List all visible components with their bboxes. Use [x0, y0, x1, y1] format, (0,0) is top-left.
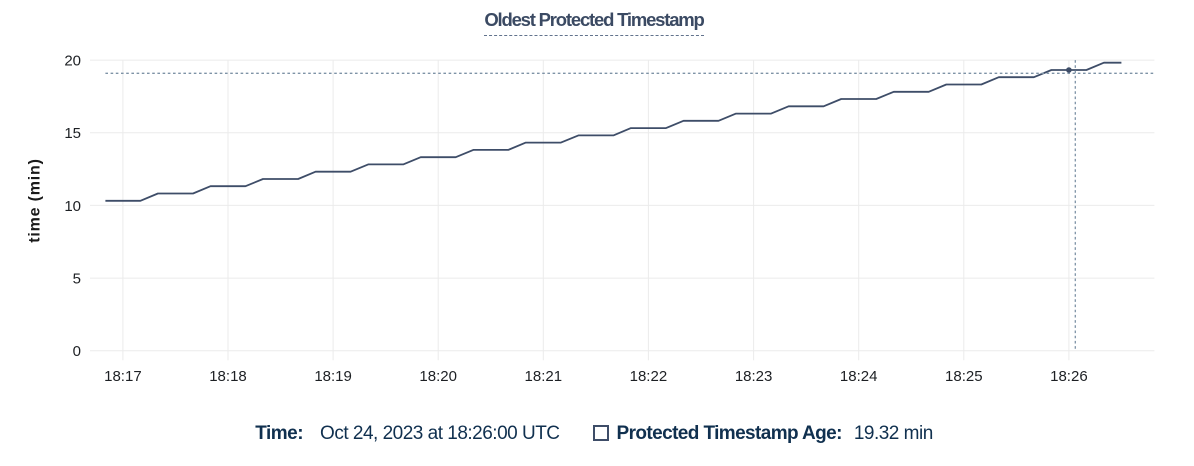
chart-header: Oldest Protected Timestamp — [0, 10, 1188, 36]
x-tick-label: 18:25 — [945, 368, 983, 385]
x-tick-label: 18:18 — [209, 368, 247, 385]
y-axis-title: time (min) — [27, 158, 44, 242]
legend-time-label: Time: — [255, 423, 304, 444]
x-tick-label: 18:21 — [525, 368, 563, 385]
chart-title[interactable]: Oldest Protected Timestamp — [484, 10, 705, 36]
x-tick-label: 18:19 — [314, 368, 352, 385]
x-tick-label: 18:17 — [104, 368, 142, 385]
y-tick-label: 5 — [73, 271, 81, 288]
y-tick-label: 0 — [73, 343, 81, 360]
series-checkbox[interactable] — [592, 425, 609, 442]
chart-legend: Time: Oct 24, 2023 at 18:26:00 UTC Protect… — [0, 423, 1188, 445]
legend-time-value: Oct 24, 2023 at 18:26:00 UTC — [320, 423, 560, 444]
hovered-point-marker — [1066, 67, 1072, 73]
y-tick-label: 20 — [64, 53, 81, 70]
x-tick-label: 18:23 — [735, 368, 773, 385]
x-tick-label: 18:22 — [630, 368, 668, 385]
legend-series-value: 19.32 min — [853, 423, 933, 444]
y-tick-label: 10 — [64, 198, 81, 215]
x-tick-label: 18:20 — [419, 368, 457, 385]
y-tick-label: 15 — [64, 125, 81, 142]
x-tick-label: 18:24 — [840, 368, 878, 385]
x-tick-label: 18:26 — [1050, 368, 1088, 385]
legend-series-label[interactable]: Protected Timestamp Age: — [616, 423, 843, 444]
series-line — [105, 61, 1122, 202]
